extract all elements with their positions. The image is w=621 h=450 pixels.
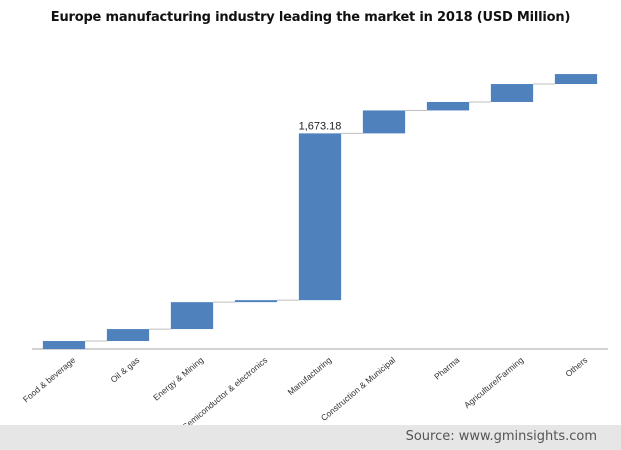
bar-pharma [426,101,470,111]
bar-food-beverage [42,341,86,349]
bar-oil-gas [106,329,150,342]
x-tick-label: Others [563,355,589,379]
x-tick-label: Food & beverage [21,355,78,405]
x-tick-label: Pharma [432,355,461,382]
bar-manufacturing [298,133,342,301]
x-tick-label: Agriculture/Farming [462,355,525,411]
bar-semiconductor-electronics [234,300,278,303]
x-tick-label: Oil & gas [108,355,141,385]
data-label: 1,673.18 [299,120,342,132]
source-text: Source: www.gminsights.com [405,429,597,444]
bar-construction-municipal [362,110,406,134]
x-tick-label: Manufacturing [286,355,334,397]
chart-title: Europe manufacturing industry leading th… [50,10,571,25]
bar-agriculture-farming [490,84,534,102]
bar-others [554,74,598,85]
x-tick-label: Construction & Municipal [319,355,398,423]
x-tick-label: Energy & Mining [151,355,205,403]
source-bar: Source: www.gminsights.com [0,425,621,450]
waterfall-chart: 1,673.18 Food & beverage Oil & gas Energy &… [21,74,608,425]
bar-energy-mining [170,302,214,330]
